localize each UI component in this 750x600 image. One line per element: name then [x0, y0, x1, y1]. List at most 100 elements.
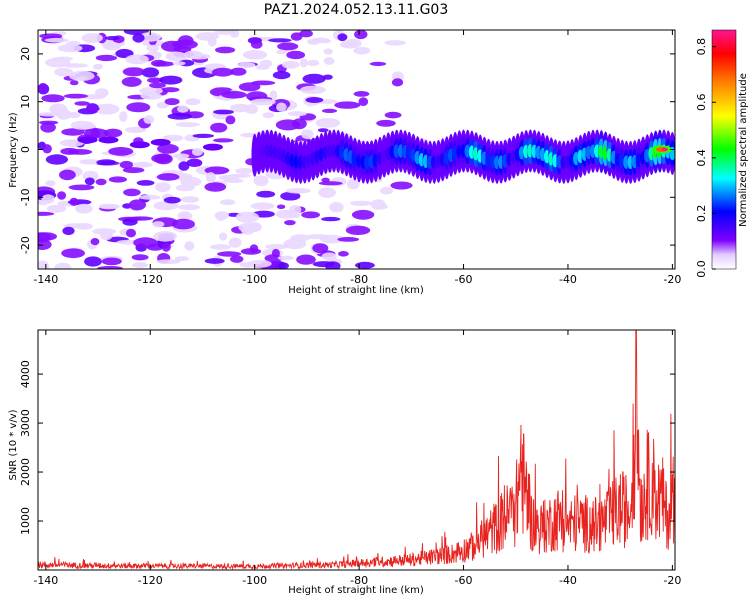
heatmap-cell [277, 42, 299, 51]
heatmap-cell [180, 176, 202, 187]
heatmap-cell [271, 248, 280, 258]
y-tick-label: 1000 [19, 507, 32, 535]
heatmap-cell [171, 218, 195, 230]
spectrogram-x-ticks: -140 -120 -100 -80 -60 -40 -20 [33, 30, 681, 286]
heatmap-cell [282, 60, 300, 69]
heatmap-cell [178, 161, 190, 171]
heatmap-cell [125, 126, 147, 133]
snr-series-line [38, 330, 675, 570]
heatmap-cell [219, 199, 236, 206]
heatmap-cell [132, 262, 149, 268]
heatmap-cell [380, 186, 394, 195]
heatmap-cell [321, 252, 337, 261]
heatmap-cell [164, 98, 180, 106]
x-tick-label: -100 [242, 574, 267, 587]
heatmap-cell [165, 51, 187, 62]
x-tick-label: -60 [455, 273, 473, 286]
heatmap-cell [213, 109, 234, 115]
heatmap-cell [149, 82, 166, 89]
colorbar-tick-label: 0.8 [695, 38, 708, 56]
heatmap-cell [376, 119, 396, 127]
heatmap-cell [244, 104, 259, 115]
heatmap-cell [183, 50, 203, 59]
heatmap-cell [131, 254, 149, 261]
heatmap-cell [163, 196, 181, 204]
heatmap-cell [277, 255, 294, 261]
heatmap-cell [84, 256, 102, 267]
heatmap-cell [156, 102, 170, 109]
figure-title: PAZ1.2024.052.13.11.G03 [264, 2, 449, 18]
heatmap-cell [204, 258, 225, 264]
x-tick-label: -20 [663, 273, 681, 286]
heatmap-cell [125, 54, 149, 65]
y-tick-label: 3000 [19, 409, 32, 437]
heatmap-cell [126, 102, 151, 113]
heatmap-cell [237, 62, 256, 69]
heatmap-cell [140, 91, 159, 100]
heatmap-cell [42, 144, 52, 154]
heatmap-cell [320, 234, 344, 244]
heatmap-cell [81, 33, 103, 43]
colorbar-tick-label: 0.6 [695, 94, 708, 112]
heatmap-cell [329, 202, 344, 213]
heatmap-cell [61, 248, 85, 258]
heatmap-cell [265, 244, 289, 250]
y-tick-label: 4000 [19, 360, 32, 388]
y-tick-label: -10 [19, 188, 32, 206]
heatmap-cell [174, 256, 190, 262]
heatmap-cell [351, 209, 375, 220]
heatmap-cell [256, 190, 276, 198]
heatmap-cell [75, 223, 93, 230]
heatmap-cell [205, 172, 216, 183]
heatmap-cell [353, 91, 370, 97]
heatmap-cell [238, 82, 261, 92]
heatmap-cell [38, 112, 62, 117]
heatmap-cell [175, 122, 200, 128]
heatmap-cell [317, 128, 329, 133]
heatmap-cell [41, 194, 55, 204]
heatmap-cell [300, 85, 326, 95]
heatmap-cell [250, 202, 275, 210]
heatmap-cell [184, 241, 195, 251]
snr-frame [37, 329, 676, 571]
heatmap-cell [38, 211, 55, 216]
colorbar-tick-label: 0.4 [695, 149, 708, 167]
heatmap-cell [344, 38, 362, 48]
heatmap-cell [230, 67, 247, 76]
heatmap-cell [147, 77, 163, 84]
heatmap-cell [141, 67, 160, 78]
heatmap-cell [59, 139, 84, 147]
heatmap-cell [250, 40, 263, 49]
heatmap-cell [108, 147, 134, 156]
heatmap-cell [193, 161, 202, 167]
heatmap-cell [132, 33, 145, 43]
heatmap-cell [318, 181, 343, 186]
heatmap-cell [177, 211, 193, 221]
heatmap-cell [119, 111, 128, 122]
heatmap-cell [235, 211, 260, 223]
heatmap-cell [323, 57, 335, 65]
heatmap-cell [54, 67, 74, 77]
heatmap-cell [272, 71, 291, 80]
heatmap-cell [315, 118, 341, 128]
heatmap-cell [384, 111, 402, 119]
colorbar: 0.0 0.2 0.4 0.6 0.8 Normalized spectral ampl… [695, 29, 749, 278]
heatmap-cell [337, 237, 360, 242]
heatmap-cell [45, 154, 68, 165]
heatmap-cell [318, 187, 336, 198]
heatmap-cell [287, 111, 307, 117]
heatmap-cell [191, 147, 203, 156]
heatmap-cell [223, 178, 244, 183]
snr-peak-point [635, 331, 637, 334]
heatmap-cell [376, 203, 388, 210]
heatmap-cell [310, 37, 330, 44]
heatmap-cell [126, 228, 136, 238]
heatmap-cell [155, 182, 171, 193]
heatmap-cell [136, 180, 155, 186]
heatmap-cell [290, 212, 301, 218]
heatmap-cell [123, 188, 141, 197]
heatmap-cell [172, 61, 186, 66]
heatmap-cell [101, 257, 122, 266]
heatmap-cell [323, 48, 333, 55]
heatmap-cell [153, 61, 175, 67]
